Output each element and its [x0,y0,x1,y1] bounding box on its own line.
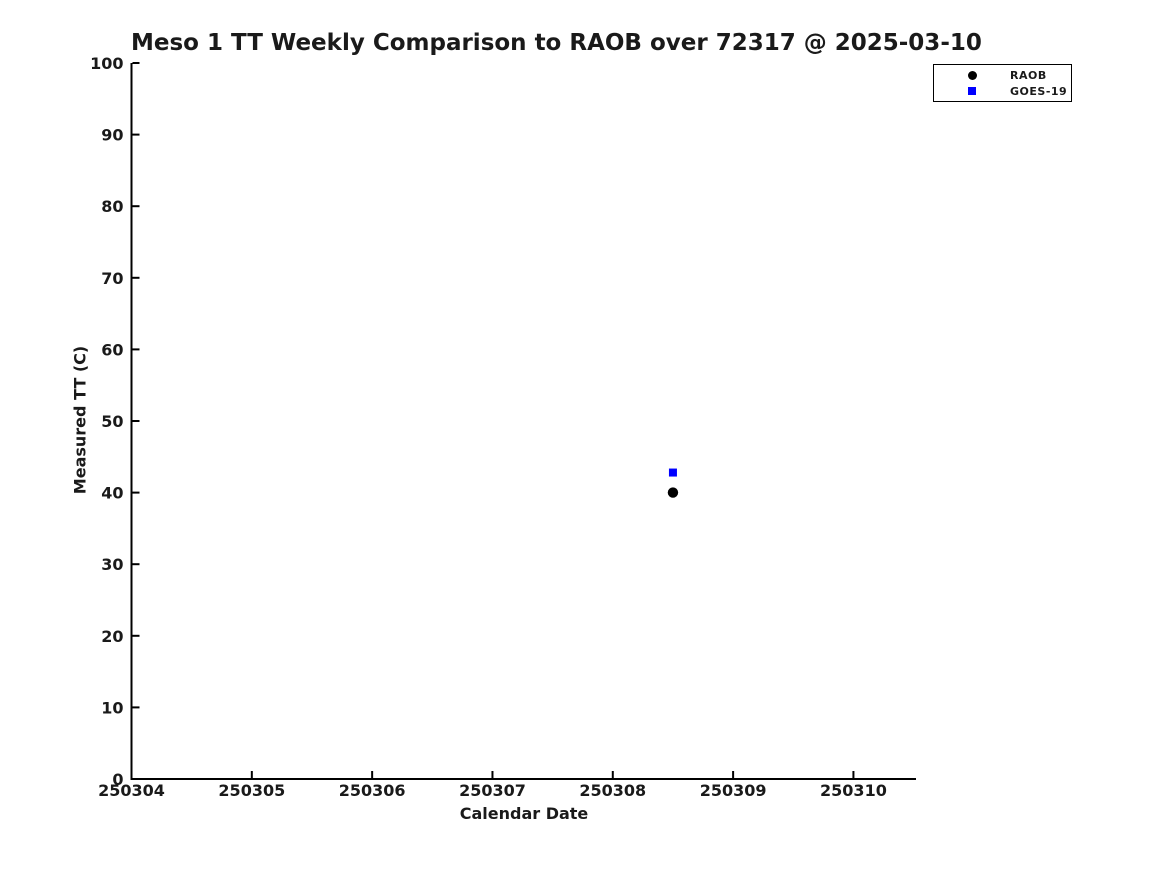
legend-marker-cell [934,70,1010,80]
legend: RAOB GOES-19 [933,64,1072,102]
y-tick-label: 10 [101,698,123,717]
data-point-goes-19 [668,468,677,477]
legend-item-raob: RAOB [934,68,1071,83]
y-tick-label: 100 [90,54,123,73]
goes-19-square-icon [968,87,976,95]
raob-circle-icon [967,70,977,80]
x-axis-label: Calendar Date [459,804,589,823]
x-tick-label: 250305 [218,781,285,800]
legend-label-goes-19: GOES-19 [1010,84,1068,98]
x-tick-label: 250310 [820,781,887,800]
y-tick-label: 90 [101,126,123,145]
y-tick-label: 60 [101,340,123,359]
chart-title: Meso 1 TT Weekly Comparison to RAOB over… [131,30,982,56]
y-axis-label: Measured TT (C) [70,345,90,495]
legend-label-raob: RAOB [1010,68,1047,82]
y-tick-label: 30 [101,555,123,574]
y-tick-label: 40 [101,484,123,503]
legend-item-goes-19: GOES-19 [934,84,1071,99]
y-tick-label: 70 [101,269,123,288]
x-tick-label: 250306 [339,781,406,800]
x-tick-label: 250307 [459,781,526,800]
y-tick-label: 80 [101,197,123,216]
y-tick-label: 0 [112,770,123,789]
y-tick-label: 20 [101,627,123,646]
legend-marker-cell [934,87,1010,95]
y-tick-label: 50 [101,412,123,431]
x-tick-label: 250304 [98,781,165,800]
x-tick-label: 250308 [579,781,646,800]
data-point-raob [667,487,679,498]
x-tick-label: 250309 [700,781,767,800]
